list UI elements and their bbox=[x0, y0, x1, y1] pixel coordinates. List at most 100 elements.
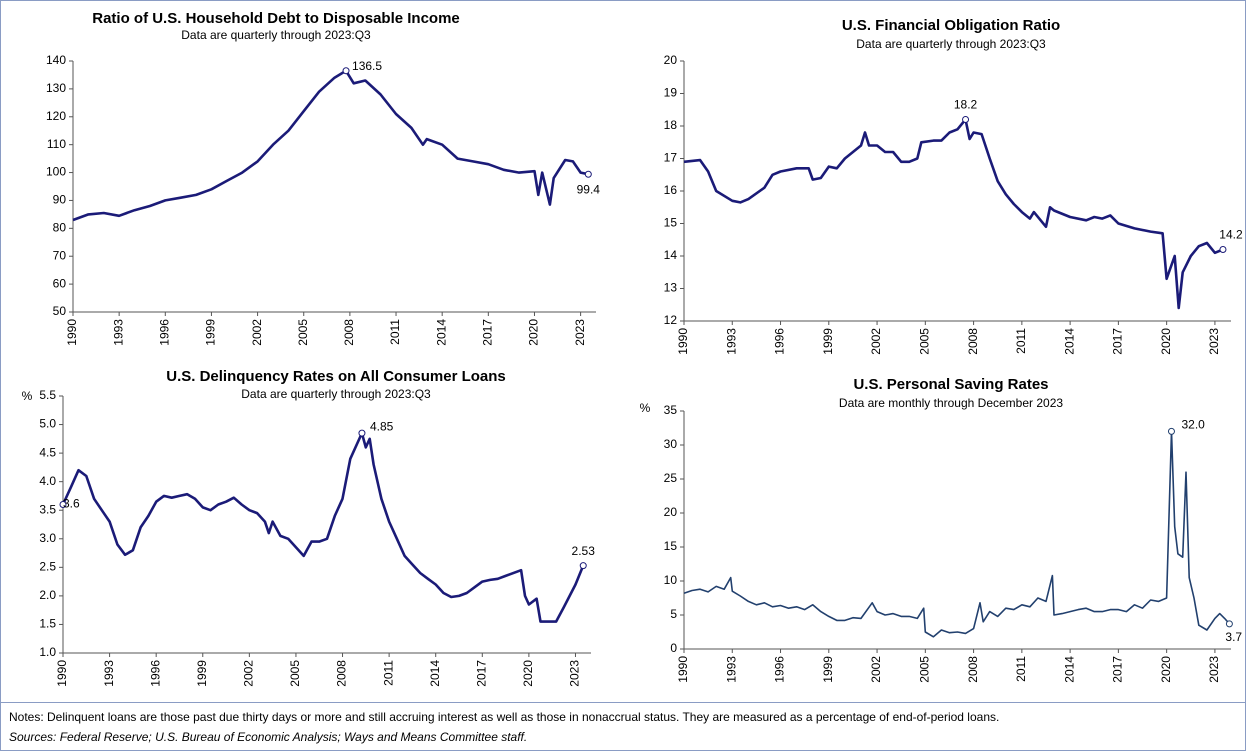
y-axis-label: % bbox=[640, 401, 651, 415]
y-tick-label: 5.5 bbox=[39, 388, 56, 402]
x-tick-label: 2020 bbox=[1159, 328, 1173, 355]
x-tick-label: 1999 bbox=[821, 656, 835, 683]
x-tick-label: 2014 bbox=[434, 319, 448, 346]
x-tick-label: 2005 bbox=[917, 656, 931, 683]
annotation-marker bbox=[1225, 620, 1233, 628]
x-tick-label: 2002 bbox=[242, 660, 256, 687]
y-tick-label: 20 bbox=[664, 53, 678, 67]
y-tick-label: 90 bbox=[53, 193, 67, 207]
annotation-marker bbox=[59, 501, 67, 509]
annotation-marker bbox=[342, 67, 350, 75]
y-tick-label: 4.5 bbox=[39, 445, 56, 459]
x-tick-label: 2008 bbox=[966, 328, 980, 355]
chart-title: Ratio of U.S. Household Debt to Disposab… bbox=[92, 10, 460, 27]
annotation-marker bbox=[1167, 427, 1175, 435]
y-tick-label: 13 bbox=[664, 281, 678, 295]
x-tick-label: 2011 bbox=[381, 660, 395, 686]
y-tick-label: 10 bbox=[664, 573, 678, 587]
x-tick-label: 2020 bbox=[527, 319, 541, 346]
divider bbox=[1, 702, 1245, 703]
y-tick-label: 60 bbox=[53, 276, 67, 290]
y-tick-label: 70 bbox=[53, 248, 67, 262]
x-tick-label: 1993 bbox=[724, 328, 738, 355]
chart-subtitle: Data are quarterly through 2023:Q3 bbox=[856, 37, 1046, 51]
x-tick-label: 2011 bbox=[388, 319, 402, 345]
annotation-marker bbox=[1219, 246, 1227, 253]
annotation-label: 32.0 bbox=[1181, 418, 1205, 432]
x-tick-label: 2017 bbox=[474, 660, 488, 687]
x-tick-label: 2002 bbox=[869, 328, 883, 355]
y-tick-label: 4.0 bbox=[39, 474, 56, 488]
y-tick-label: 25 bbox=[664, 471, 678, 485]
y-tick-label: 5.0 bbox=[39, 417, 56, 431]
x-tick-label: 2011 bbox=[1014, 656, 1028, 682]
data-line bbox=[61, 431, 585, 623]
x-tick-label: 2008 bbox=[335, 660, 349, 687]
x-tick-label: 2023 bbox=[573, 319, 587, 346]
annotation-marker bbox=[358, 429, 366, 437]
x-tick-label: 1993 bbox=[111, 319, 125, 346]
x-tick-label: 1990 bbox=[676, 328, 690, 355]
y-tick-label: 20 bbox=[664, 505, 678, 519]
x-tick-label: 2014 bbox=[1062, 656, 1076, 683]
x-tick-label: 1999 bbox=[821, 328, 835, 355]
y-tick-label: 19 bbox=[664, 86, 678, 100]
charts: Ratio of U.S. Household Debt to Disposab… bbox=[22, 10, 1243, 687]
data-line bbox=[683, 430, 1230, 638]
x-tick-label: 2008 bbox=[966, 656, 980, 683]
chart-subtitle: Data are quarterly through 2023:Q3 bbox=[181, 28, 371, 42]
x-tick-label: 1990 bbox=[55, 660, 69, 687]
y-tick-label: 5 bbox=[670, 607, 677, 621]
chart-title: U.S. Delinquency Rates on All Consumer L… bbox=[166, 368, 506, 385]
data-line bbox=[72, 69, 589, 222]
annotation-label: 3.7 bbox=[1225, 630, 1242, 644]
y-tick-label: 16 bbox=[664, 183, 678, 197]
y-tick-label: 15 bbox=[664, 539, 678, 553]
x-tick-label: 2014 bbox=[1062, 328, 1076, 355]
annotation-label: 14.2 bbox=[1219, 228, 1243, 242]
y-tick-label: 80 bbox=[53, 221, 67, 235]
x-tick-label: 1999 bbox=[195, 660, 209, 687]
x-tick-label: 1990 bbox=[65, 319, 79, 346]
x-tick-label: 2002 bbox=[869, 656, 883, 683]
annotation-label: 99.4 bbox=[577, 182, 601, 196]
x-tick-label: 2017 bbox=[1111, 656, 1125, 683]
x-tick-label: 2023 bbox=[1207, 328, 1221, 355]
data-line bbox=[683, 118, 1224, 310]
y-tick-label: 15 bbox=[664, 216, 678, 230]
y-tick-label: 120 bbox=[46, 109, 66, 123]
y-tick-label: 100 bbox=[46, 165, 66, 179]
y-tick-label: 110 bbox=[47, 137, 66, 151]
x-tick-label: 2005 bbox=[288, 660, 302, 687]
annotation-marker bbox=[579, 562, 587, 570]
y-tick-label: 17 bbox=[664, 151, 678, 165]
x-tick-label: 2005 bbox=[296, 319, 310, 346]
x-tick-label: 2011 bbox=[1014, 328, 1028, 354]
x-tick-label: 2023 bbox=[568, 660, 582, 687]
x-tick-label: 2020 bbox=[1159, 656, 1173, 683]
x-tick-label: 1996 bbox=[773, 656, 787, 683]
annotation-label: 136.5 bbox=[352, 59, 382, 73]
x-tick-label: 2014 bbox=[428, 660, 442, 687]
y-tick-label: 2.0 bbox=[39, 588, 56, 602]
x-tick-label: 2017 bbox=[480, 319, 494, 346]
chart-title: U.S. Financial Obligation Ratio bbox=[842, 17, 1060, 34]
y-tick-label: 12 bbox=[664, 313, 678, 327]
x-tick-label: 2002 bbox=[250, 319, 264, 346]
chart-title: U.S. Personal Saving Rates bbox=[853, 376, 1048, 393]
y-tick-label: 3.0 bbox=[39, 531, 56, 545]
annotation-marker bbox=[584, 170, 592, 178]
x-tick-label: 1996 bbox=[148, 660, 162, 687]
x-tick-label: 2008 bbox=[342, 319, 356, 346]
y-tick-label: 1.5 bbox=[39, 617, 56, 631]
x-tick-label: 2017 bbox=[1111, 328, 1125, 355]
x-tick-label: 2020 bbox=[521, 660, 535, 687]
notes: Notes: Delinquent loans are those past d… bbox=[9, 710, 1000, 724]
y-tick-label: 14 bbox=[664, 248, 678, 262]
y-tick-label: 1.0 bbox=[39, 645, 56, 659]
y-tick-label: 130 bbox=[46, 81, 66, 95]
chart-subtitle: Data are quarterly through 2023:Q3 bbox=[241, 387, 431, 401]
x-tick-label: 1999 bbox=[204, 319, 218, 346]
annotation-label: 2.53 bbox=[572, 544, 596, 558]
